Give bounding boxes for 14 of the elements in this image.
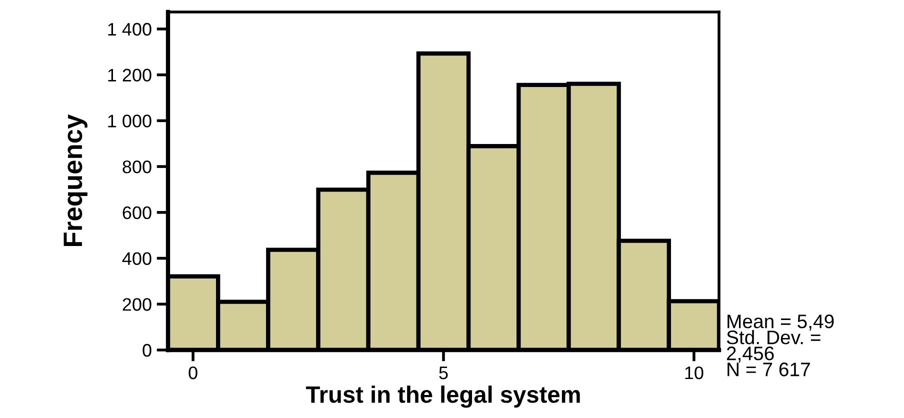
y-tick-label: 1 000 bbox=[108, 114, 152, 128]
y-tick-label: 1 400 bbox=[108, 22, 152, 36]
y-axis-title: Frequency bbox=[64, 114, 88, 246]
y-tick-label: 1 200 bbox=[108, 68, 152, 82]
x-axis-title: Trust in the legal system bbox=[306, 386, 580, 408]
text: Mean = 5,49 Std. Dev. = 2,456 N = 7 617 bbox=[726, 314, 834, 376]
x-tick-label: 10 bbox=[685, 366, 704, 380]
x-tick-label: 5 bbox=[439, 366, 448, 380]
y-tick-label: 200 bbox=[122, 298, 152, 311]
y-tick-label: 600 bbox=[122, 206, 152, 220]
y-tick-label: 800 bbox=[122, 160, 152, 174]
x-tick-label: 0 bbox=[188, 366, 198, 380]
y-tick-label: 0 bbox=[142, 344, 152, 357]
y-tick-label: 400 bbox=[122, 252, 152, 265]
